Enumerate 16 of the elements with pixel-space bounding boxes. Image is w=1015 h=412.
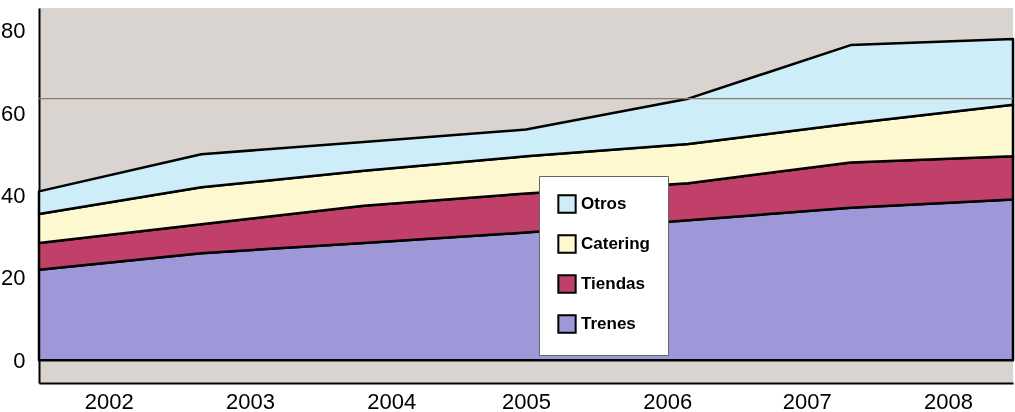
x-tick-label: 2005 bbox=[502, 388, 551, 412]
x-tick-label: 2002 bbox=[84, 388, 134, 412]
legend-label: Otros bbox=[581, 194, 627, 213]
y-tick-label: 0 bbox=[13, 347, 26, 373]
y-tick-label: 20 bbox=[1, 265, 26, 291]
legend-label: Catering bbox=[581, 234, 650, 253]
y-tick-label: 60 bbox=[1, 100, 26, 126]
x-tick-label: 2008 bbox=[924, 388, 974, 412]
x-tick-label: 2003 bbox=[226, 388, 276, 412]
y-tick-label: 40 bbox=[1, 183, 26, 208]
y-tick-label: 80 bbox=[1, 18, 26, 44]
x-tick-label: 2007 bbox=[782, 388, 832, 412]
x-tick-label: 2004 bbox=[367, 388, 417, 412]
legend-label: Trenes bbox=[581, 314, 636, 333]
x-tick-label: 2006 bbox=[643, 388, 693, 412]
legend-label: Tiendas bbox=[581, 274, 645, 293]
